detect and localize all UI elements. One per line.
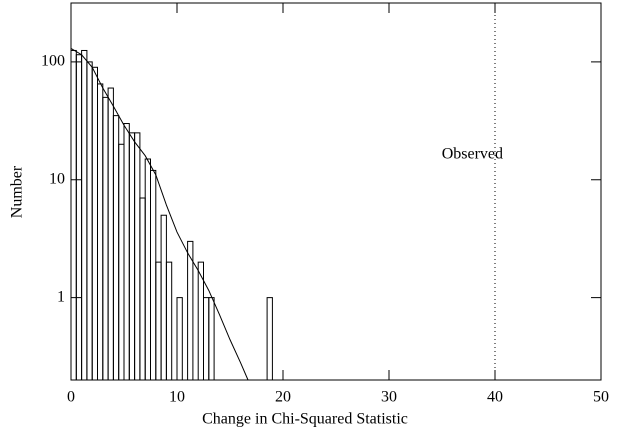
- histogram-bar: [112, 115, 120, 381]
- histogram-bar: [123, 123, 130, 381]
- histogram-bar: [139, 197, 146, 381]
- histogram-bar: [107, 87, 114, 381]
- y-tick-label: 100: [41, 53, 65, 70]
- histogram-bar: [128, 132, 136, 381]
- histogram-bar: [150, 169, 157, 381]
- x-tick-label: 40: [487, 389, 503, 406]
- histogram-bar: [165, 261, 173, 381]
- histogram-bar: [155, 261, 162, 381]
- x-axis-label: Change in Chi-Squared Statistic: [202, 411, 408, 428]
- y-tick-label: 1: [57, 288, 65, 305]
- histogram-bar: [160, 214, 167, 381]
- histogram-bar: [81, 49, 88, 381]
- histogram-bar: [118, 143, 125, 381]
- histogram-bar: [134, 132, 141, 381]
- y-tick-label: 10: [49, 170, 65, 187]
- histogram-bar: [176, 297, 183, 381]
- histogram-bar: [102, 96, 109, 381]
- annotation: Observed: [442, 146, 503, 163]
- histogram-bar: [86, 61, 93, 381]
- model-curve: [70, 48, 249, 381]
- x-tick-label: 50: [593, 389, 609, 406]
- histogram-bar: [203, 297, 210, 381]
- histogram-bar: [266, 297, 273, 381]
- histogram-bar: [144, 158, 151, 381]
- y-axis-label: Number: [9, 165, 26, 218]
- x-tick-label: 0: [67, 389, 75, 406]
- histogram-bar: [70, 49, 77, 381]
- histogram-bar: [208, 297, 215, 381]
- histogram-bar: [91, 66, 98, 381]
- x-tick-label: 10: [169, 389, 185, 406]
- histogram-bar: [75, 54, 83, 381]
- histogram-bar: [187, 240, 194, 381]
- x-tick-label: 30: [381, 389, 397, 406]
- x-tick-label: 20: [275, 389, 291, 406]
- histogram-bar: [97, 83, 104, 381]
